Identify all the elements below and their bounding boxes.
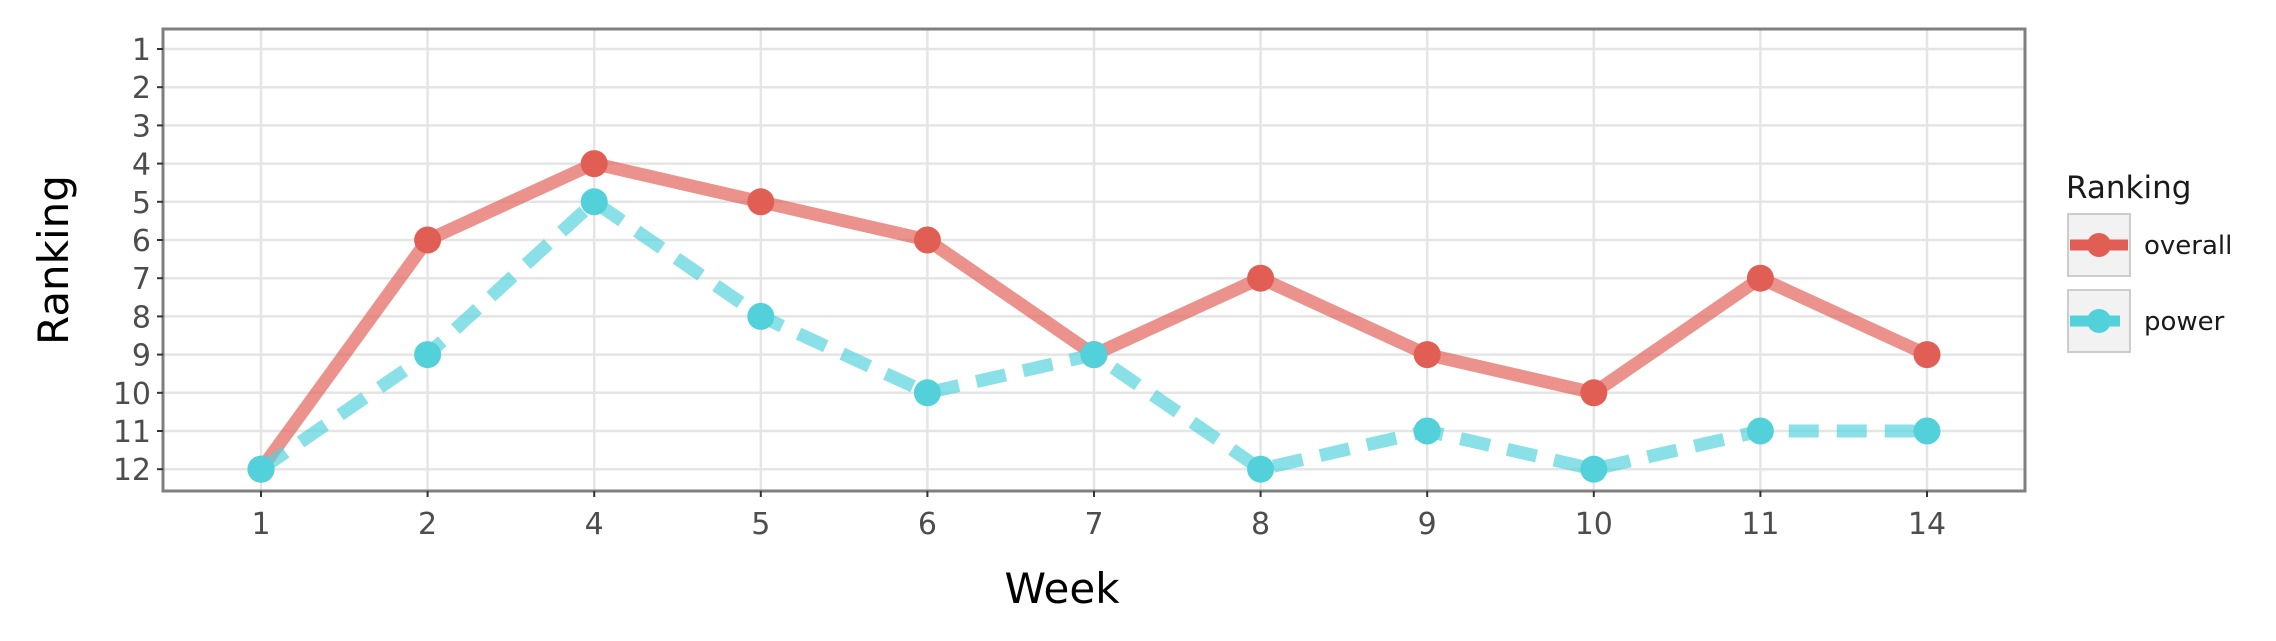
y-tick-label: 3 — [132, 109, 151, 144]
point-power — [747, 302, 775, 330]
point-power — [1580, 455, 1608, 483]
y-tick-label: 2 — [132, 71, 151, 106]
x-tick-label: 10 — [1575, 507, 1613, 542]
series-layer — [247, 150, 1941, 483]
point-overall — [1913, 341, 1941, 369]
y-tick-label: 5 — [132, 186, 151, 221]
point-power — [580, 188, 608, 216]
x-tick-label: 5 — [751, 507, 770, 542]
point-overall — [414, 226, 442, 254]
x-tick-label: 6 — [918, 507, 937, 542]
y-axis-title: Ranking — [29, 175, 78, 345]
x-tick-label: 9 — [1418, 507, 1437, 542]
legend-marker-power — [2087, 309, 2111, 333]
series-power — [247, 188, 1941, 483]
x-axis-title: Week — [1004, 564, 1120, 613]
point-power — [1413, 417, 1441, 445]
y-tick-label: 11 — [113, 415, 151, 450]
point-power — [247, 455, 275, 483]
y-tick-label: 8 — [132, 300, 151, 335]
y-tick-label: 12 — [113, 453, 151, 488]
x-tick-label: 14 — [1908, 507, 1946, 542]
legend-marker-overall — [2087, 233, 2111, 257]
y-tick-label: 1 — [132, 33, 151, 68]
y-tick-label: 6 — [132, 224, 151, 259]
point-overall — [1580, 379, 1608, 407]
point-overall — [1247, 264, 1275, 292]
point-overall — [580, 150, 608, 178]
x-tick-label: 7 — [1084, 507, 1103, 542]
point-power — [1746, 417, 1774, 445]
x-tick-label: 4 — [585, 507, 604, 542]
point-power — [414, 341, 442, 369]
point-overall — [913, 226, 941, 254]
x-tick-label: 8 — [1251, 507, 1270, 542]
x-tick-label: 1 — [251, 507, 270, 542]
point-overall — [747, 188, 775, 216]
y-tick-label: 4 — [132, 148, 151, 183]
point-power — [1080, 341, 1108, 369]
point-power — [913, 379, 941, 407]
legend-key-overall: overall — [2067, 213, 2232, 277]
point-overall — [1746, 264, 1774, 292]
point-overall — [1413, 341, 1441, 369]
point-power — [1913, 417, 1941, 445]
y-tick-label: 10 — [113, 377, 151, 412]
legend-key-power: power — [2067, 289, 2225, 353]
legend-label-overall: overall — [2144, 231, 2232, 261]
legend-title: Ranking — [2066, 170, 2191, 206]
x-tick-label: 11 — [1741, 507, 1779, 542]
legend-label-power: power — [2144, 307, 2225, 337]
legend: Ranking overall power — [2066, 170, 2232, 353]
x-axis: 1 2 4 5 6 7 8 9 10 11 14 — [251, 491, 1946, 542]
point-power — [1247, 455, 1275, 483]
y-tick-label: 7 — [132, 262, 151, 297]
y-tick-label: 9 — [132, 339, 151, 374]
x-tick-label: 2 — [418, 507, 437, 542]
